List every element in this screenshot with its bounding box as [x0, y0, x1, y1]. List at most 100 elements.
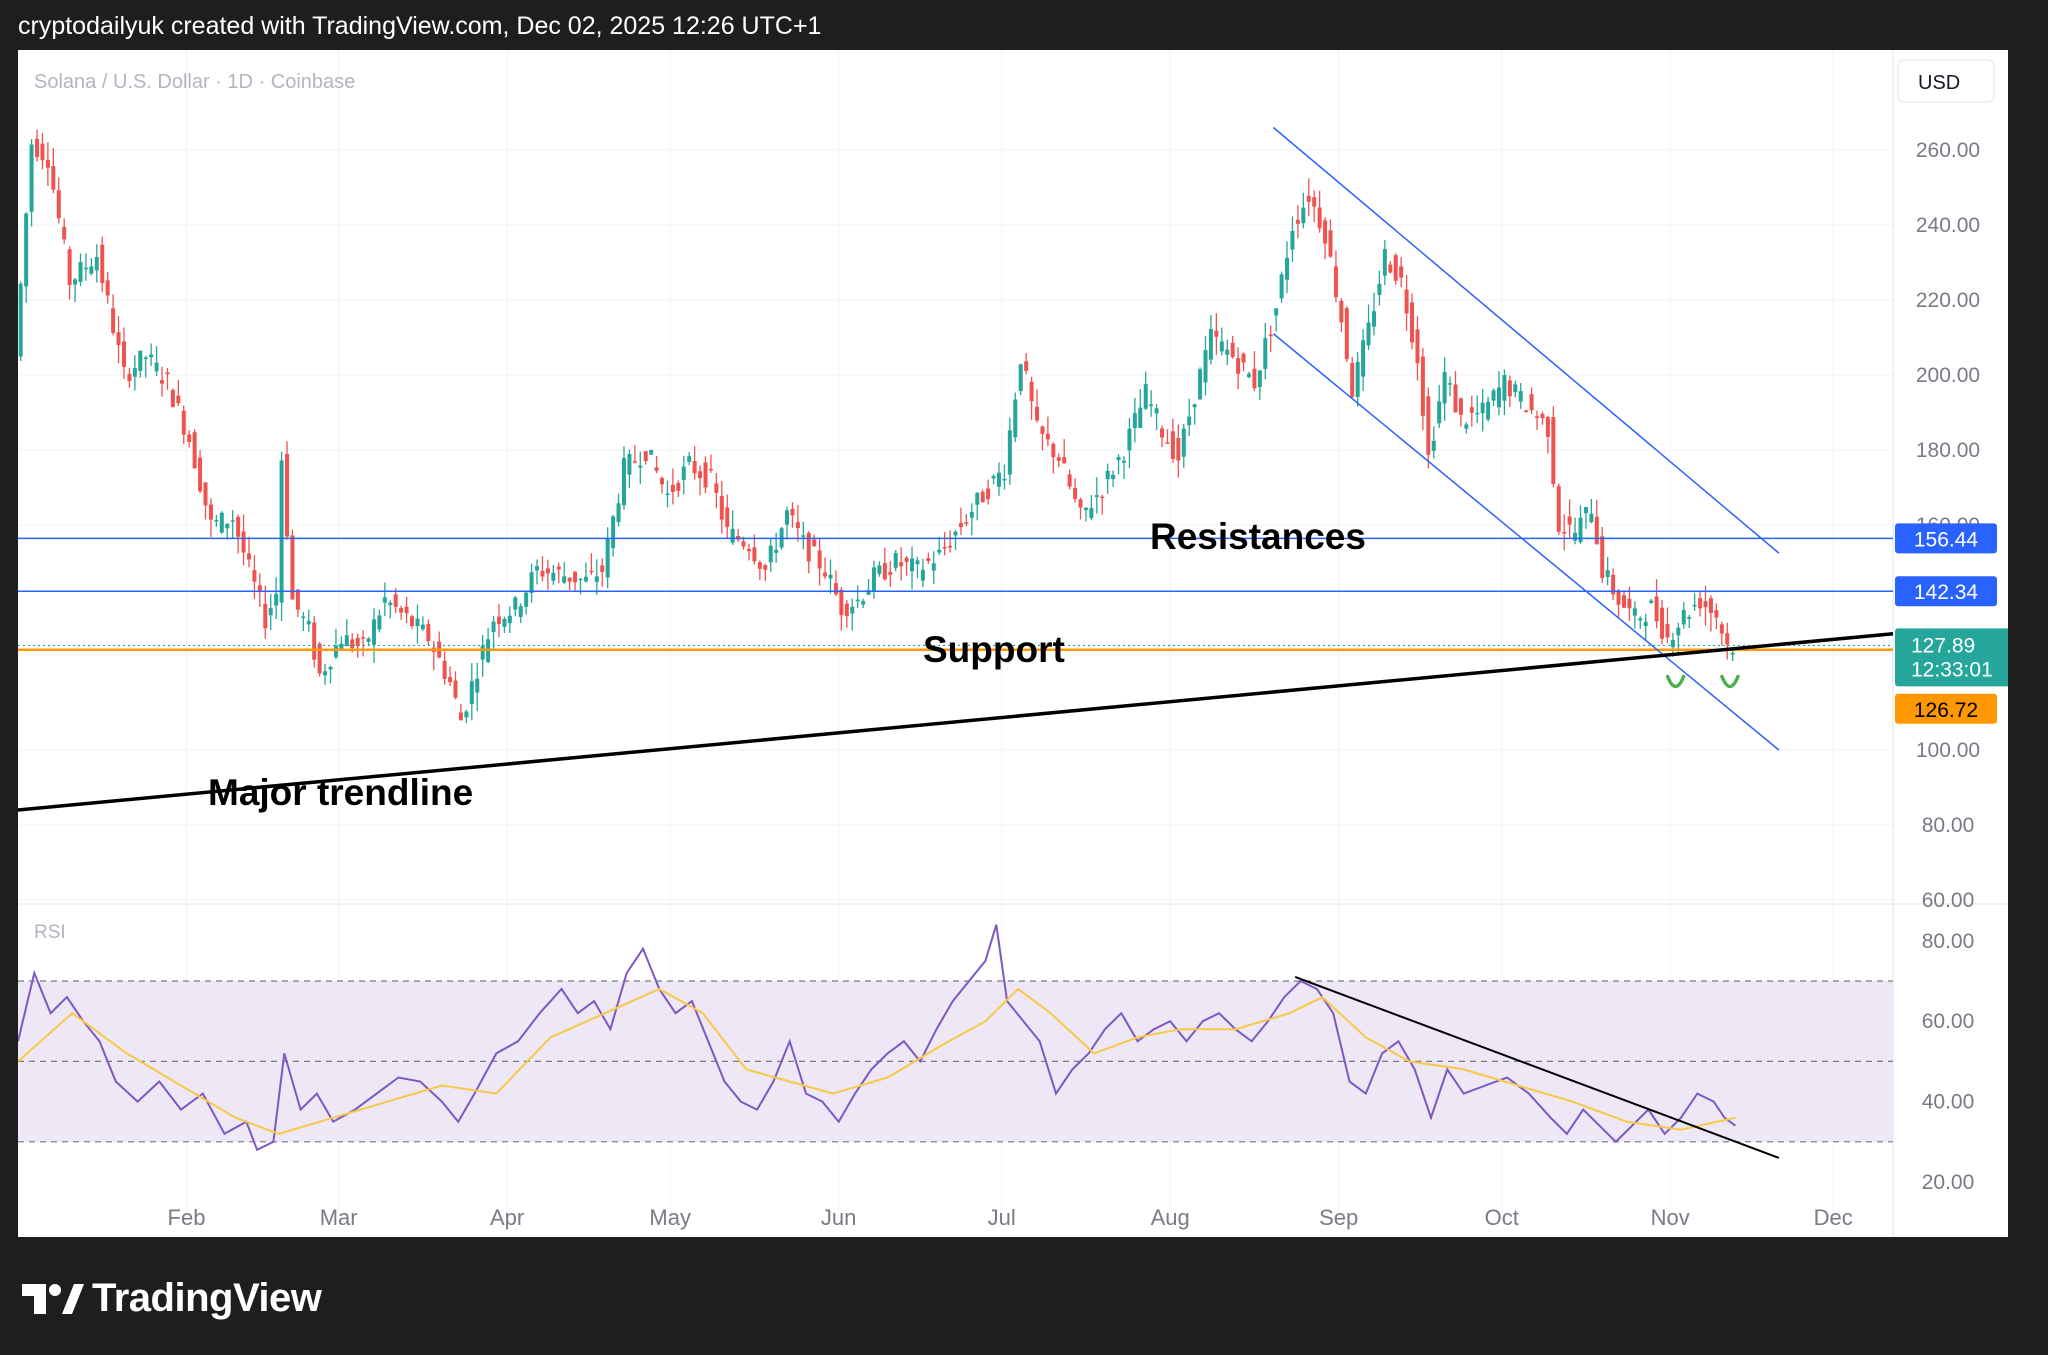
- candle-body: [111, 308, 116, 333]
- candle-body: [964, 522, 969, 524]
- candle-body: [817, 550, 822, 569]
- candle-body: [1187, 416, 1192, 426]
- candle-body: [1535, 416, 1540, 419]
- candle-body: [1002, 478, 1007, 481]
- candle-body: [1230, 342, 1235, 358]
- candle-body: [1589, 513, 1594, 523]
- candle-body: [692, 461, 697, 474]
- candle-body: [306, 620, 311, 625]
- candle-body: [62, 226, 67, 240]
- candle-body: [377, 615, 382, 630]
- candle-body: [154, 362, 159, 372]
- candle-body: [757, 562, 762, 569]
- currency-button[interactable]: [1897, 59, 1995, 103]
- candle-body: [333, 645, 338, 658]
- y-tick-label: 80.00: [1922, 814, 1975, 837]
- candle-body: [1241, 353, 1246, 363]
- candle-body: [1513, 384, 1518, 393]
- candle-body: [1556, 486, 1561, 532]
- bounce-marker: [1720, 674, 1740, 689]
- candle-body: [1078, 499, 1083, 508]
- candle-body: [1458, 398, 1463, 415]
- candle-body: [192, 432, 197, 469]
- candle-body: [1143, 384, 1148, 409]
- candle-body: [176, 395, 181, 404]
- candle-body: [893, 553, 898, 568]
- candle-body: [589, 570, 594, 573]
- candle-body: [268, 608, 273, 616]
- price-chart[interactable]: Resistances Support Major trendline Feb Mar…: [18, 50, 2008, 1237]
- candle-body: [1089, 507, 1094, 519]
- candle-body: [18, 283, 23, 357]
- rsi-tick-label: 80.00: [1922, 930, 1975, 953]
- candle-body: [1029, 381, 1034, 402]
- candle-body: [1350, 362, 1355, 397]
- candle-body: [1507, 380, 1512, 397]
- channel-lower-line: [1272, 333, 1780, 751]
- candle-body: [301, 616, 306, 618]
- annotation-major-trendline: Major trendline: [208, 772, 473, 813]
- candle-body: [1132, 413, 1137, 429]
- candle-body: [279, 460, 284, 603]
- bounce-marker: [1665, 674, 1686, 689]
- candle-body: [1246, 373, 1251, 378]
- candle-body: [1176, 437, 1181, 461]
- candle-body: [350, 639, 355, 649]
- tradingview-logo: TradingView: [22, 1276, 322, 1321]
- candle-body: [1649, 600, 1654, 604]
- candle-body: [1056, 457, 1061, 461]
- candle-body: [1295, 219, 1300, 224]
- candle-body: [1545, 417, 1550, 437]
- candle-body: [1540, 413, 1545, 419]
- candle-body: [670, 484, 675, 492]
- candle-body: [1219, 341, 1224, 352]
- channel-upper-line: [1272, 126, 1780, 554]
- candle-body: [1149, 404, 1154, 407]
- candle-body: [1111, 474, 1116, 480]
- candle-body: [1698, 598, 1703, 609]
- candle-body: [1665, 623, 1670, 638]
- candle-body: [632, 461, 637, 463]
- candle-body: [230, 520, 235, 522]
- candle-body: [45, 159, 50, 168]
- candle-body: [1306, 195, 1311, 202]
- candle-body: [1708, 598, 1713, 614]
- candle-body: [866, 590, 871, 595]
- axes: Feb Mar Apr May Jun Jul Aug Sep Oct Nov Dec 260.00 2…: [168, 139, 1981, 1230]
- candle-body: [67, 249, 72, 286]
- candle-body: [1714, 610, 1719, 618]
- candle-body: [975, 492, 980, 505]
- candle-body: [703, 462, 708, 488]
- candle-body: [980, 491, 985, 503]
- candle-body: [567, 577, 572, 582]
- candle-body: [40, 143, 45, 161]
- candle-body: [915, 560, 920, 565]
- annotation-resistances: Resistances: [1150, 516, 1366, 557]
- major-trendline: [18, 632, 1894, 812]
- candle-body: [170, 389, 175, 407]
- candle-body: [263, 603, 268, 629]
- y-tick-label: 220.00: [1916, 289, 1980, 312]
- candle-body: [823, 572, 828, 577]
- candle-body: [1437, 401, 1442, 424]
- candle-body: [1366, 322, 1371, 346]
- candle-body: [562, 576, 567, 583]
- candle-body: [1094, 495, 1099, 498]
- candle-body: [241, 531, 246, 553]
- candle-body: [708, 468, 713, 471]
- candle-body: [1491, 390, 1496, 401]
- candle-body: [948, 546, 953, 548]
- candle-body: [1236, 358, 1241, 374]
- candle-body: [1464, 424, 1469, 429]
- candle-body: [1719, 624, 1724, 634]
- candle-body: [252, 570, 257, 582]
- candle-body: [480, 645, 485, 660]
- candle-body: [1257, 370, 1262, 388]
- candle-body: [491, 621, 496, 633]
- currency-label: USD: [1918, 72, 1960, 94]
- candle-body: [855, 599, 860, 602]
- candle-body: [246, 553, 251, 560]
- candle-body: [1062, 457, 1067, 464]
- candle-body: [1567, 516, 1572, 525]
- candle-body: [812, 539, 817, 546]
